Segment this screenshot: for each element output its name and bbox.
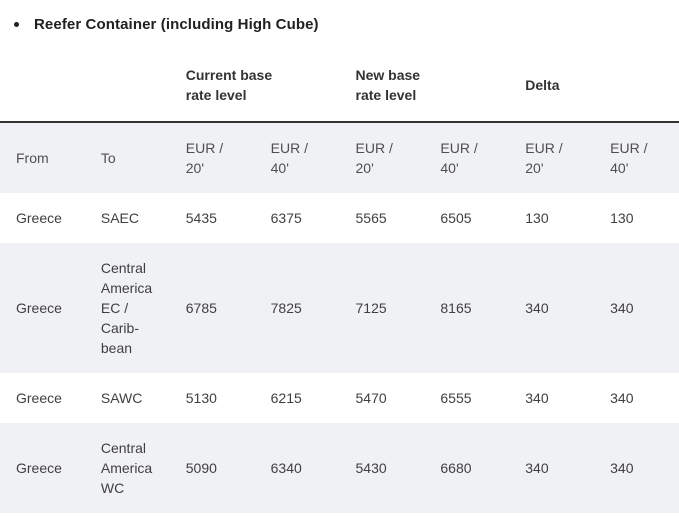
cell-current-eur40: 6375	[270, 210, 302, 226]
col-header-new-eur40: EUR / 40'	[424, 122, 510, 193]
cell-current-eur40: 6340	[270, 460, 302, 476]
col-header-delta-eur40: EUR / 40'	[594, 122, 679, 193]
cell-current-eur40: 6215	[270, 390, 302, 406]
reefer-rate-table: Current base rate level New base rate le…	[0, 35, 679, 513]
page-title: Reefer Container (including High Cube)	[34, 15, 319, 33]
cell-delta-eur20: 340	[525, 390, 549, 406]
cell-to: SAWC	[100, 390, 143, 406]
cell-current-eur20: 6785	[185, 300, 217, 316]
table-row: Greece Central America EC / Carib- bean …	[0, 243, 679, 373]
cell-delta-eur40: 340	[610, 300, 634, 316]
col-header-delta-eur20: EUR / 20'	[509, 122, 595, 193]
col-header-from: From	[0, 122, 85, 193]
group-header-row: Current base rate level New base rate le…	[0, 35, 679, 123]
table-row: Greece Central America WC 5090 6340 5430…	[0, 423, 679, 513]
cell-delta-eur20: 340	[525, 460, 549, 476]
cell-delta-eur40: 340	[610, 460, 634, 476]
cell-current-eur40: 7825	[270, 300, 302, 316]
cell-new-eur20: 5470	[355, 390, 387, 406]
col-header-to: To	[84, 122, 170, 193]
cell-current-eur20: 5130	[185, 390, 217, 406]
table-row: Greece SAEC 5435 6375 5565 6505 130 130	[0, 193, 679, 243]
group-header-current-base: Current base rate level	[169, 35, 340, 123]
column-header-row: From To EUR / 20' EUR / 40' EUR / 20' EU…	[0, 122, 679, 193]
col-header-current-eur20: EUR / 20'	[169, 122, 255, 193]
cell-delta-eur40: 130	[610, 210, 634, 226]
section-title-row: Reefer Container (including High Cube)	[0, 0, 679, 35]
cell-current-eur20: 5435	[185, 210, 217, 226]
cell-to: SAEC	[100, 210, 139, 226]
cell-new-eur40: 6555	[440, 390, 472, 406]
col-header-current-eur40: EUR / 40'	[254, 122, 340, 193]
group-header-delta: Delta	[509, 35, 679, 123]
cell-new-eur20: 5430	[355, 460, 387, 476]
cell-new-eur40: 6680	[440, 460, 472, 476]
bullet-icon	[14, 21, 19, 27]
cell-new-eur40: 6505	[440, 210, 472, 226]
cell-to: Central America EC / Carib- bean	[100, 260, 153, 356]
cell-to: Central America WC	[100, 440, 153, 496]
cell-delta-eur20: 340	[525, 300, 549, 316]
cell-new-eur20: 5565	[355, 210, 387, 226]
group-header-empty	[0, 35, 170, 123]
cell-new-eur20: 7125	[355, 300, 387, 316]
cell-from: Greece	[16, 390, 62, 406]
group-header-new-base: New base rate level	[339, 35, 510, 123]
cell-delta-eur20: 130	[525, 210, 549, 226]
col-header-new-eur20: EUR / 20'	[339, 122, 425, 193]
cell-delta-eur40: 340	[610, 390, 634, 406]
cell-new-eur40: 8165	[440, 300, 472, 316]
cell-from: Greece	[16, 210, 62, 226]
cell-from: Greece	[16, 300, 62, 316]
cell-from: Greece	[16, 460, 62, 476]
cell-current-eur20: 5090	[185, 460, 217, 476]
table-row: Greece SAWC 5130 6215 5470 6555 340 340	[0, 373, 679, 423]
